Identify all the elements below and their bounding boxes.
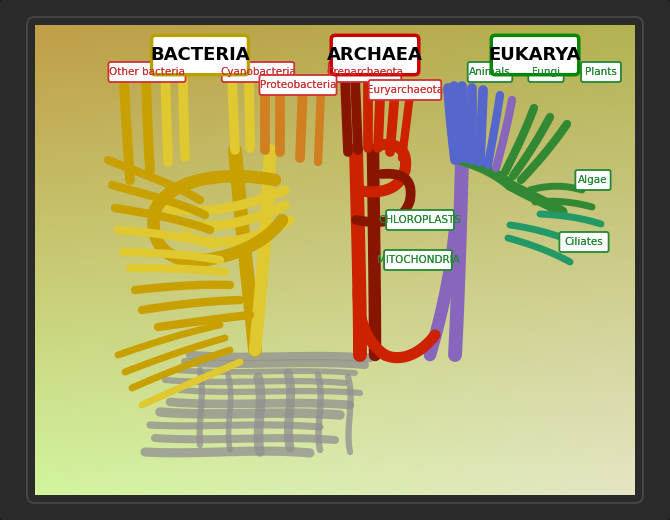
- Text: Ciliates: Ciliates: [565, 237, 604, 247]
- Text: Animals: Animals: [469, 67, 511, 77]
- Text: Algae: Algae: [578, 175, 608, 185]
- FancyBboxPatch shape: [581, 62, 621, 82]
- Text: Proteobacteria: Proteobacteria: [260, 80, 336, 90]
- FancyBboxPatch shape: [576, 170, 610, 190]
- Text: Other bacteria: Other bacteria: [109, 67, 185, 77]
- Text: Other bacteria: Other bacteria: [109, 67, 185, 77]
- FancyBboxPatch shape: [491, 35, 579, 75]
- FancyBboxPatch shape: [222, 62, 294, 82]
- Text: MITOCHONDRIA: MITOCHONDRIA: [377, 255, 460, 265]
- Text: Proteobacteria: Proteobacteria: [260, 80, 336, 90]
- FancyBboxPatch shape: [329, 62, 401, 82]
- FancyBboxPatch shape: [151, 35, 249, 75]
- FancyBboxPatch shape: [468, 62, 513, 82]
- Text: Algae: Algae: [578, 175, 608, 185]
- FancyBboxPatch shape: [109, 62, 186, 82]
- FancyBboxPatch shape: [559, 232, 608, 252]
- FancyBboxPatch shape: [386, 210, 454, 230]
- FancyBboxPatch shape: [331, 35, 419, 75]
- Text: Fungi: Fungi: [532, 67, 560, 77]
- Text: Plants: Plants: [585, 67, 617, 77]
- Text: Cyanobacteria: Cyanobacteria: [220, 67, 296, 77]
- Text: Animals: Animals: [469, 67, 511, 77]
- FancyBboxPatch shape: [384, 250, 452, 270]
- Text: Plants: Plants: [585, 67, 617, 77]
- Text: Cyanobacteria: Cyanobacteria: [220, 67, 296, 77]
- Text: CHLOROPLASTS: CHLOROPLASTS: [379, 215, 462, 225]
- FancyBboxPatch shape: [529, 62, 563, 82]
- Text: Euryarchaeota: Euryarchaeota: [367, 85, 443, 95]
- Text: Euryarchaeota: Euryarchaeota: [367, 85, 443, 95]
- FancyBboxPatch shape: [259, 75, 336, 95]
- Text: Ciliates: Ciliates: [565, 237, 604, 247]
- Text: BACTERIA: BACTERIA: [150, 46, 250, 64]
- Text: MITOCHONDRIA: MITOCHONDRIA: [377, 255, 460, 265]
- Text: ARCHAEA: ARCHAEA: [327, 46, 423, 64]
- Text: CHLOROPLASTS: CHLOROPLASTS: [379, 215, 462, 225]
- Text: Crenarchaeota: Crenarchaeota: [326, 67, 403, 77]
- Text: Crenarchaeota: Crenarchaeota: [326, 67, 403, 77]
- Text: Fungi: Fungi: [532, 67, 560, 77]
- FancyBboxPatch shape: [369, 80, 442, 100]
- Text: EUKARYA: EUKARYA: [488, 46, 582, 64]
